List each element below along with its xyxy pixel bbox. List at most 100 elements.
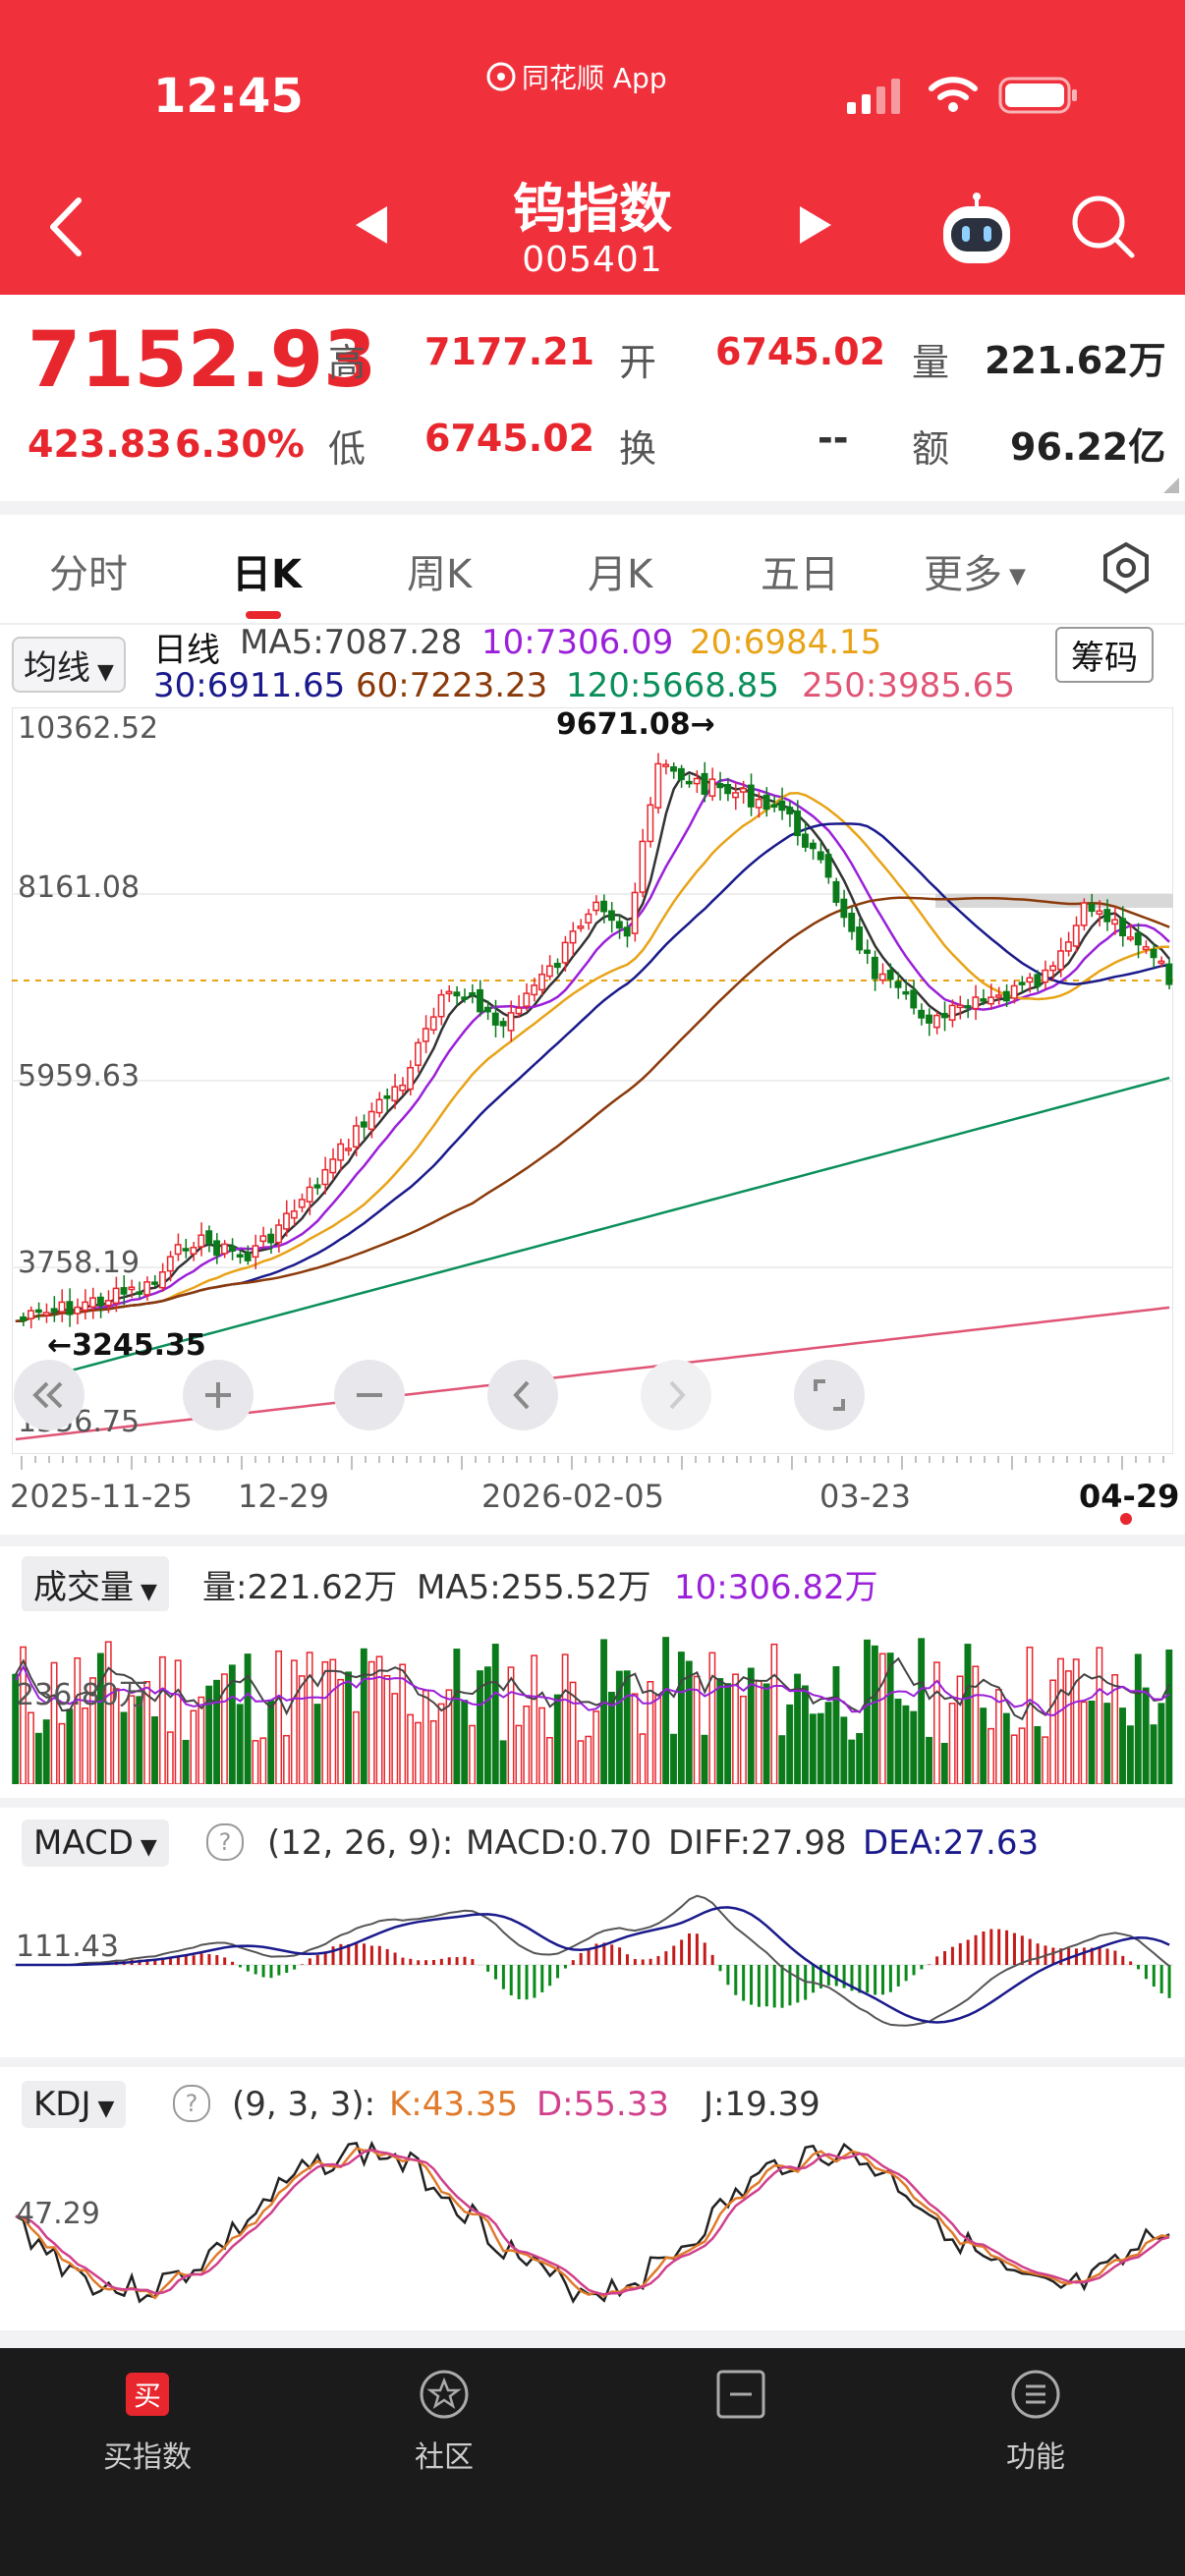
volume-bar	[1126, 1725, 1134, 1784]
settings-hexagon-icon[interactable]	[1099, 540, 1154, 595]
candle	[345, 1148, 352, 1151]
candle	[948, 1004, 956, 1021]
help-icon[interactable]: ?	[173, 2085, 210, 2122]
zoom-in-button[interactable]	[183, 1360, 254, 1430]
low-value: 6745.02	[424, 417, 595, 460]
volume-bar	[491, 1644, 499, 1784]
nav-buy-index[interactable]: 买 买指数	[49, 2368, 246, 2476]
nav-functions[interactable]: 功能	[937, 2368, 1134, 2476]
volume-axis-label: 236.80万	[16, 1678, 148, 1712]
app-name: 同花顺 App	[522, 62, 667, 94]
search-icon[interactable]	[1069, 193, 1138, 261]
open-label: 开	[619, 341, 657, 384]
candle	[716, 783, 724, 789]
volume-bar	[988, 1727, 995, 1784]
volume-bar	[1119, 1708, 1126, 1784]
nav-trade[interactable]	[643, 2368, 839, 2433]
volume-bar	[1134, 1653, 1142, 1784]
tab-weekly-k[interactable]: 周K	[407, 552, 473, 597]
ma-period: 日线	[153, 631, 220, 670]
volume-bar	[1002, 1712, 1010, 1784]
candle	[1072, 924, 1080, 947]
candle	[956, 1004, 964, 1009]
expand-corner-icon[interactable]	[1163, 477, 1179, 493]
assistant-robot-icon[interactable]	[935, 191, 1018, 273]
candle	[631, 891, 639, 934]
tab-monthly-k[interactable]: 月K	[588, 552, 653, 597]
candle	[445, 990, 453, 995]
candle	[724, 784, 732, 795]
volume-bar	[538, 1707, 545, 1784]
candle	[1119, 918, 1126, 937]
candle	[1165, 963, 1173, 985]
volume-bar	[600, 1639, 608, 1784]
volume-selector[interactable]: 成交量 ▼	[22, 1556, 169, 1612]
tab-intraday[interactable]: 分时	[49, 552, 128, 597]
zoom-out-button[interactable]	[334, 1360, 405, 1430]
nav-community[interactable]: 社区	[346, 2368, 542, 2476]
candle	[708, 778, 716, 797]
volume-bar	[902, 1705, 910, 1784]
volume-bar	[120, 1711, 128, 1784]
help-icon[interactable]: ?	[206, 1823, 244, 1861]
macd-selector[interactable]: MACD ▼	[22, 1820, 169, 1867]
candle	[275, 1224, 283, 1244]
candle	[329, 1158, 337, 1174]
candle	[670, 766, 677, 772]
volume-bar	[592, 1710, 600, 1784]
volume-bar	[236, 1704, 244, 1784]
volume-bar	[445, 1689, 453, 1784]
date-label-1: 2025-11-25	[10, 1478, 193, 1515]
scroll-left-button[interactable]	[487, 1360, 558, 1430]
candle	[856, 926, 864, 951]
section-divider	[0, 2057, 1185, 2067]
candle	[337, 1143, 345, 1161]
candle	[809, 842, 817, 850]
ma-selector[interactable]: 均线 ▼	[12, 637, 126, 693]
candle	[422, 1028, 429, 1042]
volume-bar	[259, 1737, 267, 1784]
volume-bar	[716, 1678, 724, 1784]
candle	[82, 1301, 89, 1312]
volume-bar	[1042, 1736, 1049, 1784]
volume-bar	[770, 1643, 778, 1784]
volume-bar	[198, 1696, 205, 1784]
candle	[1088, 903, 1096, 913]
tab-daily-k[interactable]: 日K	[232, 552, 302, 597]
kdj-j: J:19.39	[704, 2085, 820, 2124]
volume-bar	[871, 1645, 878, 1784]
max-price-marker: 9671.08→	[556, 707, 715, 742]
volume-bar	[244, 1653, 252, 1784]
back-icon[interactable]	[39, 193, 98, 261]
volume-bar	[453, 1649, 461, 1784]
next-stock-icon[interactable]	[798, 204, 833, 246]
candle	[205, 1230, 213, 1245]
candle	[182, 1248, 190, 1252]
scroll-right-button[interactable]	[641, 1360, 711, 1430]
volume-bar	[848, 1739, 856, 1784]
volume-bar	[1064, 1670, 1072, 1784]
candle	[367, 1110, 375, 1131]
prev-stock-icon[interactable]	[354, 204, 389, 246]
tab-more[interactable]: 更多 ▼	[924, 542, 1026, 599]
candle	[166, 1256, 174, 1272]
candle	[832, 880, 840, 903]
volume-bar	[34, 1732, 42, 1784]
volume-bar	[469, 1724, 477, 1784]
candle	[1042, 969, 1049, 983]
candle	[964, 1005, 972, 1009]
candle	[848, 913, 856, 932]
kline-chart[interactable]	[12, 707, 1173, 1454]
dropdown-caret-icon: ▼	[134, 1580, 157, 1604]
chip-distribution-button[interactable]: 筹码	[1055, 627, 1154, 683]
ma30-value: 30:6911.65	[153, 666, 346, 705]
kdj-selector[interactable]: KDJ ▼	[22, 2081, 127, 2128]
volume-bar	[383, 1674, 391, 1784]
volume-bar	[499, 1740, 507, 1784]
fullscreen-button[interactable]	[794, 1360, 865, 1430]
candle	[902, 990, 910, 995]
rewind-button[interactable]	[14, 1360, 85, 1430]
tab-five-day[interactable]: 五日	[761, 552, 839, 597]
volume-bar	[561, 1653, 569, 1784]
ma60-value: 60:7223.23	[356, 666, 548, 705]
